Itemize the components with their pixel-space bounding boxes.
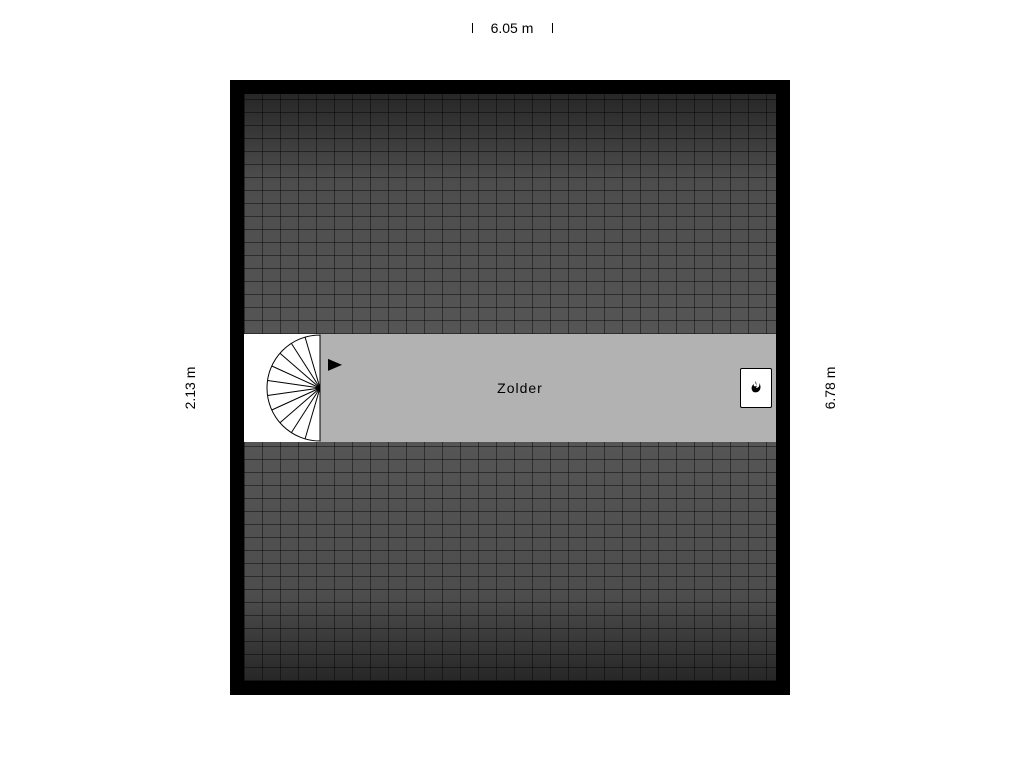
dimension-left: 2.13 m: [182, 363, 198, 414]
roof-upper: [244, 94, 776, 334]
roof-lower: [244, 442, 776, 681]
floorplan-canvas: Zolder 6.05 m 2.13 m 6.78 m: [0, 0, 1024, 768]
wall-right: [776, 80, 790, 695]
boiler-unit: [740, 368, 772, 408]
dimension-top: 6.05 m: [487, 20, 538, 36]
dim-tick: [472, 23, 473, 33]
attic-floor: [320, 334, 776, 442]
wall-bottom: [230, 681, 790, 695]
dimension-right: 6.78 m: [822, 363, 838, 414]
spiral-stair: [263, 331, 377, 445]
room-label-zolder: Zolder: [497, 380, 543, 396]
wall-top: [230, 80, 790, 94]
dim-tick: [552, 23, 553, 33]
wall-left: [230, 80, 244, 695]
